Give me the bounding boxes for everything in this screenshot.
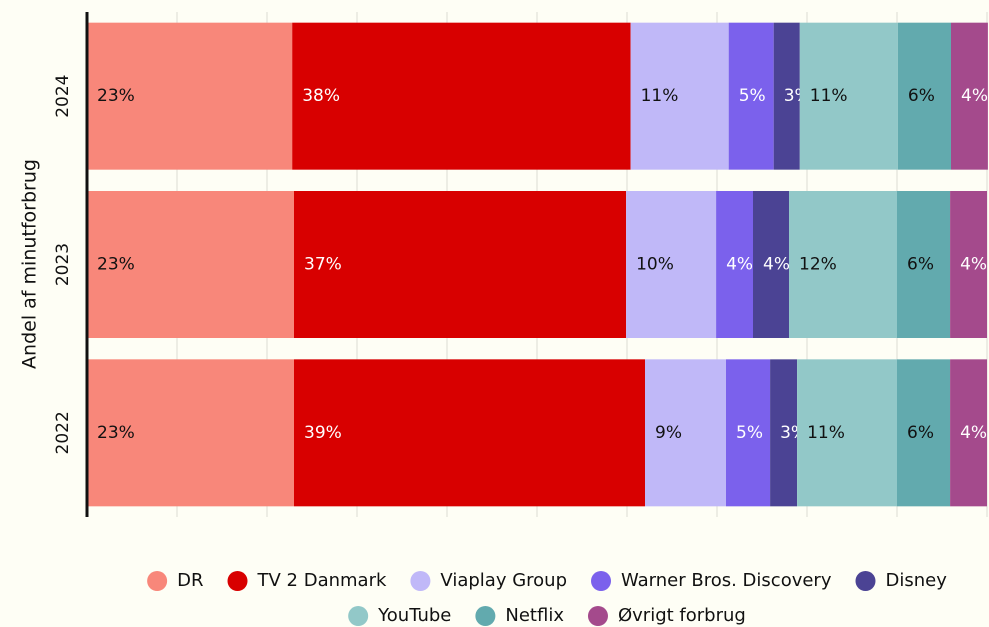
bar-segment bbox=[292, 22, 631, 170]
data-label: 23% bbox=[97, 86, 135, 106]
data-label: 6% bbox=[907, 423, 934, 443]
legend-label: Viaplay Group bbox=[440, 570, 567, 591]
y-tick-label: 2022 bbox=[53, 411, 73, 454]
data-label: 11% bbox=[810, 86, 848, 106]
data-label: 38% bbox=[302, 86, 340, 106]
data-label: 37% bbox=[304, 255, 342, 275]
legend-swatch bbox=[410, 571, 431, 591]
legend-label: Øvrigt forbrug bbox=[618, 605, 746, 626]
data-label: 4% bbox=[763, 255, 790, 275]
y-axis-label: Andel af minutforbrug bbox=[19, 159, 41, 369]
legend-label: DR bbox=[177, 570, 203, 591]
bar-segment bbox=[87, 22, 293, 170]
bar-segment bbox=[797, 359, 897, 507]
bar-segment bbox=[897, 191, 951, 338]
data-label: 11% bbox=[807, 423, 845, 443]
bar-segment bbox=[789, 191, 897, 338]
bar-segment bbox=[87, 191, 294, 338]
bar-segment bbox=[645, 359, 726, 507]
bar-segment bbox=[726, 359, 771, 507]
legend-swatch bbox=[348, 606, 369, 626]
data-label: 5% bbox=[739, 86, 766, 106]
data-label: 5% bbox=[736, 423, 763, 443]
bar-segment bbox=[951, 22, 988, 170]
bar-segment bbox=[626, 191, 717, 338]
bar-segment bbox=[630, 22, 729, 170]
data-label: 6% bbox=[907, 255, 934, 275]
bar-segment bbox=[799, 22, 898, 170]
data-label: 23% bbox=[97, 255, 135, 275]
data-label: 9% bbox=[655, 423, 682, 443]
data-label: 12% bbox=[799, 255, 837, 275]
y-tick-label: 2024 bbox=[53, 75, 73, 118]
legend-row: DR TV 2 Danmark Viaplay Group Warner Bros. … bbox=[147, 570, 947, 591]
legend-swatch bbox=[591, 571, 612, 591]
legend-row: YouTube Netflix Øvrigt forbrug bbox=[348, 605, 746, 626]
data-label: 4% bbox=[960, 255, 987, 275]
data-label: 4% bbox=[961, 86, 988, 106]
bar-segment bbox=[728, 22, 774, 170]
data-label: 39% bbox=[304, 423, 342, 443]
bar-segment bbox=[770, 359, 798, 507]
bar-segment bbox=[294, 359, 645, 507]
data-label: 23% bbox=[97, 423, 135, 443]
legend-swatch bbox=[855, 571, 876, 591]
legend-label: TV 2 Danmark bbox=[257, 570, 387, 591]
bar-segment bbox=[897, 22, 951, 170]
data-label: 4% bbox=[960, 423, 987, 443]
data-label: 10% bbox=[636, 255, 674, 275]
data-label: 11% bbox=[641, 86, 679, 106]
bar-segment bbox=[294, 191, 627, 338]
legend-label: Warner Bros. Discovery bbox=[621, 570, 832, 591]
bar-segment bbox=[753, 191, 789, 338]
bar-segment bbox=[716, 191, 753, 338]
data-label: 4% bbox=[726, 255, 753, 275]
bar-segment bbox=[773, 22, 800, 170]
legend-swatch bbox=[587, 606, 608, 626]
y-tick-label: 2023 bbox=[53, 243, 73, 286]
bar-segment bbox=[950, 359, 987, 507]
legend-swatch bbox=[227, 571, 248, 591]
bar-segment bbox=[950, 191, 987, 338]
bar-segment bbox=[87, 359, 294, 507]
legend-label: Disney bbox=[885, 570, 947, 591]
legend-label: YouTube bbox=[377, 605, 451, 626]
legend-label: Netflix bbox=[505, 605, 564, 626]
bar-segment bbox=[897, 359, 951, 507]
legend-swatch bbox=[147, 571, 168, 591]
data-label: 6% bbox=[908, 86, 935, 106]
legend-swatch bbox=[475, 606, 496, 626]
